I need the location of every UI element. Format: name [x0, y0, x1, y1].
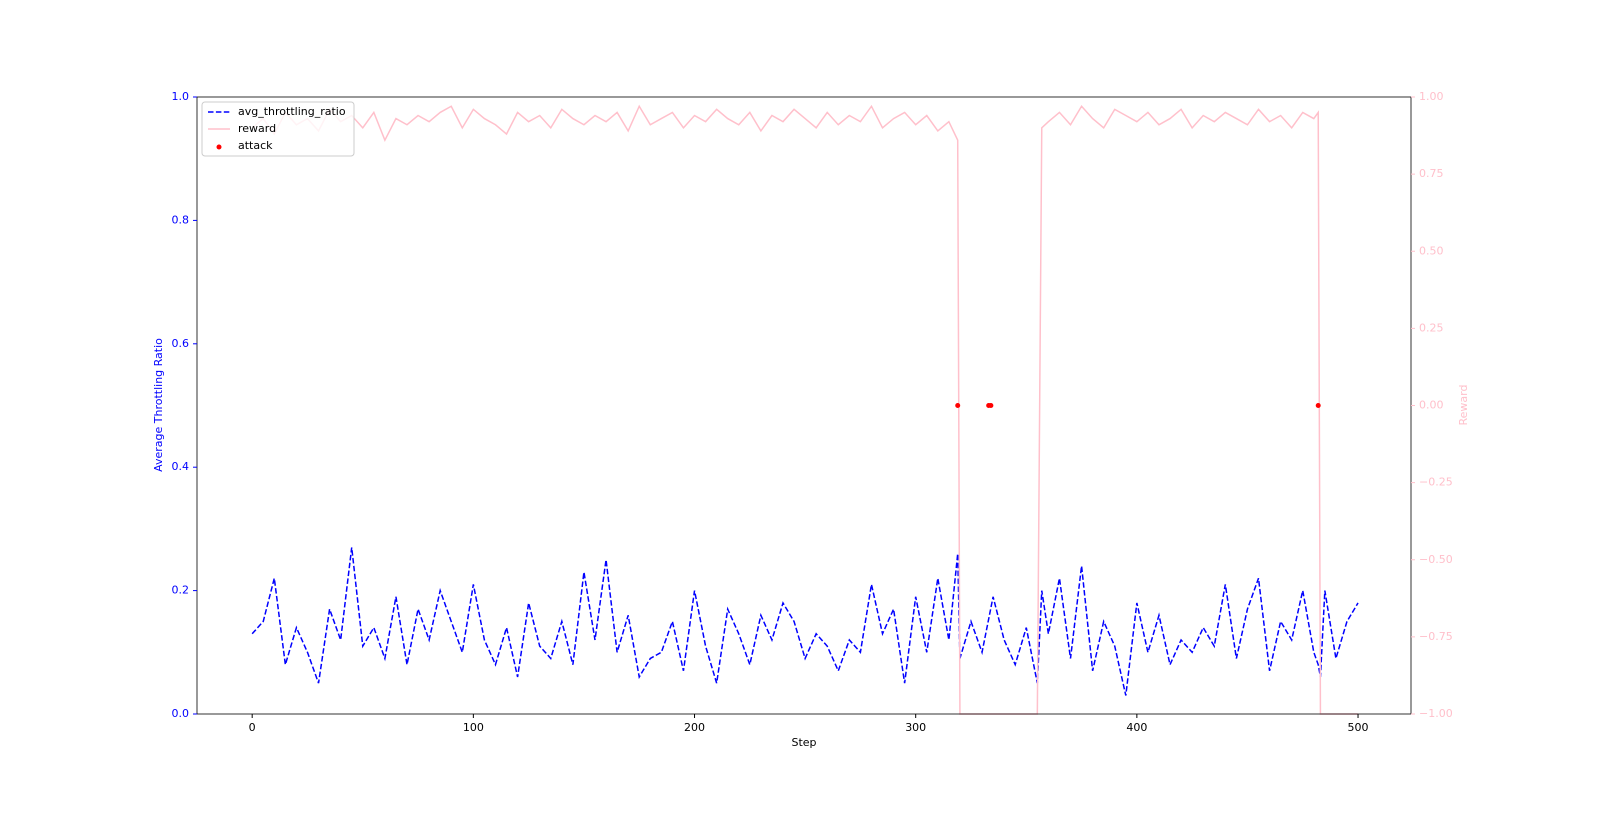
y2-tick-label: −0.75: [1419, 630, 1453, 643]
attack-point: [988, 403, 994, 408]
y2-tick-label: −1.00: [1419, 707, 1453, 720]
legend-label: attack: [238, 139, 273, 152]
x-tick-label: 0: [249, 721, 256, 734]
y-tick-label: 0.0: [172, 707, 190, 720]
y2-tick-label: −0.50: [1419, 553, 1453, 566]
attack-point: [955, 403, 961, 408]
legend-label: avg_throttling_ratio: [238, 105, 346, 118]
x-tick-label: 500: [1348, 721, 1369, 734]
y-tick-label: 0.4: [172, 460, 190, 473]
y2-tick-label: 1.00: [1419, 90, 1444, 103]
legend-swatch: [216, 144, 222, 150]
x-tick-label: 100: [463, 721, 484, 734]
x-axis-label: Step: [791, 736, 816, 749]
y2-tick-label: −0.25: [1419, 476, 1453, 489]
y-axis-label: Average Throttling Ratio: [152, 338, 165, 472]
x-tick-label: 300: [905, 721, 926, 734]
y-tick-label: 1.0: [172, 90, 190, 103]
y2-tick-label: 0.25: [1419, 321, 1444, 334]
y-tick-label: 0.6: [172, 337, 190, 350]
y2-tick-label: 0.75: [1419, 167, 1444, 180]
x-tick-label: 400: [1126, 721, 1147, 734]
y2-tick-label: 0.50: [1419, 244, 1444, 257]
attack-point: [1315, 403, 1321, 408]
line-reward: [251, 104, 1359, 715]
y2-axis-label: Reward: [1457, 385, 1470, 426]
x-tick-label: 200: [684, 721, 705, 734]
legend-box: [201, 101, 355, 157]
y2-tick-label: 0.00: [1419, 399, 1444, 412]
y-tick-label: 0.2: [172, 584, 190, 597]
y-tick-label: 0.8: [172, 213, 190, 226]
line-avg-throttling-ratio: [251, 547, 1359, 696]
legend-label: reward: [238, 122, 276, 135]
plot-frame: [196, 96, 1412, 715]
